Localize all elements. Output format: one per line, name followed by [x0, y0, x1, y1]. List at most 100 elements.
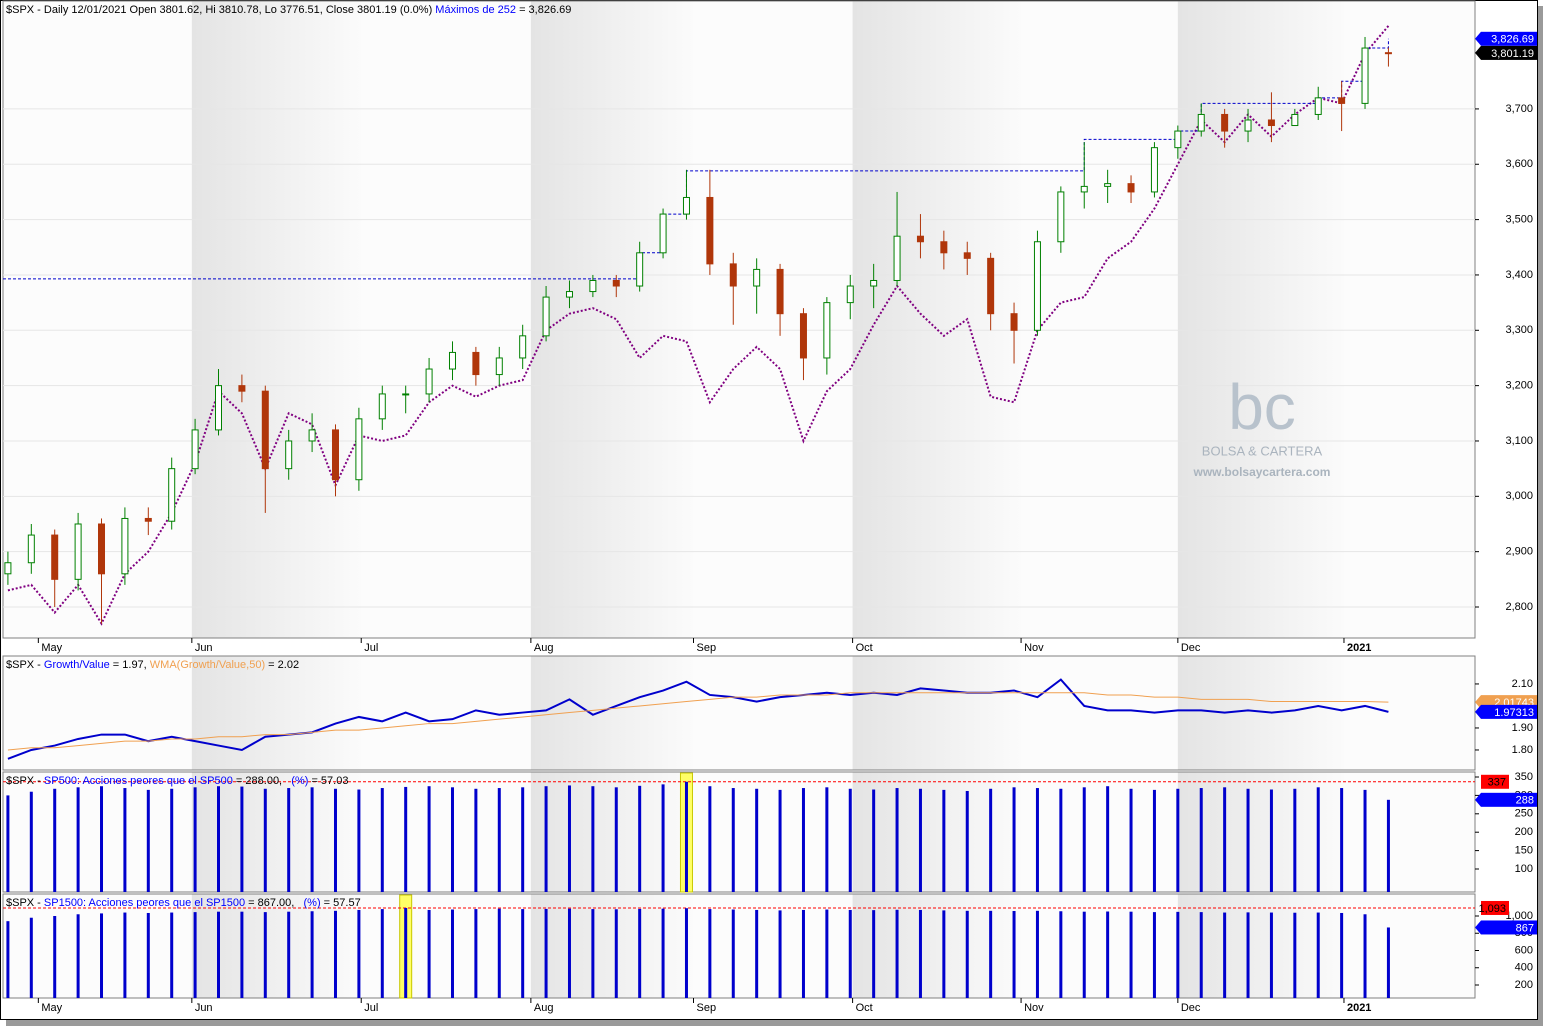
- bar: [1199, 912, 1203, 998]
- month-band: [191, 894, 362, 998]
- candle-body: [682, 196, 690, 215]
- bar: [1199, 788, 1203, 892]
- bar: [29, 917, 33, 998]
- candle-body: [729, 263, 737, 287]
- bar: [170, 788, 174, 892]
- bar: [918, 788, 922, 892]
- header-part: SP500: Acciones peores que el SP500: [44, 775, 233, 787]
- bar: [263, 912, 267, 998]
- bar: [684, 908, 688, 998]
- y-tick-label: 3,000: [1505, 490, 1533, 502]
- candle-body: [1384, 52, 1392, 55]
- bar: [895, 788, 899, 892]
- candle-body: [565, 291, 573, 298]
- bar: [567, 908, 571, 998]
- bar: [1082, 911, 1086, 998]
- bar: [1059, 911, 1063, 998]
- candle-body: [1244, 119, 1252, 132]
- bar: [100, 786, 104, 892]
- price-label-box: [1481, 792, 1537, 807]
- bar: [1246, 912, 1250, 998]
- bar: [801, 909, 805, 998]
- bar: [76, 914, 80, 998]
- y-tick-label: 200: [1515, 826, 1533, 838]
- x-tick-label: Dec: [1181, 1002, 1201, 1014]
- bar: [357, 789, 361, 892]
- bar: [380, 909, 384, 998]
- bar: [708, 909, 712, 998]
- watermark-url: www.bolsaycartera.com: [1193, 465, 1331, 479]
- header-part: (%): [304, 897, 321, 909]
- bar: [193, 787, 197, 892]
- panel-header: $SPX - SP500: Acciones peores que el SP5…: [6, 775, 348, 787]
- bar: [287, 911, 291, 998]
- y-tick-label: 2.10: [1512, 678, 1533, 690]
- bar: [614, 909, 618, 998]
- bar: [53, 915, 57, 998]
- panel-header: $SPX - Growth/Value = 1.97, WMA(Growth/V…: [6, 659, 299, 671]
- bar: [638, 908, 642, 998]
- y-tick-label: 3,100: [1505, 435, 1533, 447]
- bar: [263, 788, 267, 892]
- candle-body: [1291, 113, 1299, 127]
- bar: [965, 910, 969, 998]
- y-tick-label: 1.80: [1512, 744, 1533, 756]
- candle-body: [472, 351, 480, 376]
- candle-body: [612, 279, 620, 287]
- header-part: $SPX -: [6, 897, 44, 909]
- bar: [193, 912, 197, 998]
- bar: [1152, 789, 1156, 892]
- month-band: [530, 894, 694, 998]
- candle-body: [51, 534, 59, 580]
- month-band: [852, 1, 1022, 638]
- price-label-arrow: [1475, 920, 1481, 935]
- bar: [1246, 788, 1250, 892]
- price-label: 3,826.69: [1491, 34, 1534, 46]
- bar: [521, 909, 525, 998]
- candle-body: [191, 429, 199, 470]
- x-tick-label: Oct: [856, 642, 873, 654]
- bar: [848, 909, 852, 998]
- bar: [1363, 914, 1367, 998]
- bar: [6, 795, 10, 892]
- candle-body: [308, 429, 316, 442]
- candle-body: [1174, 130, 1182, 149]
- bar: [731, 909, 735, 998]
- y-tick-label: 350: [1515, 771, 1533, 783]
- candle-body: [238, 385, 246, 392]
- bar: [872, 789, 876, 892]
- candle-body: [144, 517, 152, 522]
- bar: [76, 787, 80, 892]
- candle-body: [1197, 113, 1205, 132]
- bar: [731, 788, 735, 892]
- header-part: SP1500: Acciones peores que el SP1500: [44, 897, 245, 909]
- candle-body: [776, 268, 784, 315]
- bar: [872, 910, 876, 998]
- bar: [450, 909, 454, 998]
- y-tick-label: 600: [1515, 944, 1533, 956]
- month-band: [1177, 1, 1344, 638]
- candle-body: [402, 393, 410, 396]
- x-tick-label: Oct: [856, 1002, 873, 1014]
- bar: [357, 909, 361, 998]
- price-label-arrow: [1475, 792, 1481, 807]
- bar: [591, 909, 595, 998]
- bar: [240, 911, 244, 998]
- x-tick-label: Jul: [364, 1002, 378, 1014]
- candle-body: [1010, 313, 1018, 331]
- bar: [755, 788, 759, 892]
- header-part: (%): [291, 775, 308, 787]
- bar: [310, 911, 314, 998]
- x-tick-label: Sep: [696, 642, 716, 654]
- price-label-arrow: [1475, 45, 1481, 60]
- candle-body: [799, 313, 807, 359]
- y-tick-label: 100: [1515, 863, 1533, 875]
- candle-body: [987, 257, 995, 315]
- month-band: [530, 656, 694, 770]
- bar: [1129, 911, 1133, 998]
- ref-label: 1,093: [1478, 903, 1506, 915]
- candle-body: [27, 534, 35, 564]
- bar: [942, 910, 946, 998]
- x-tick-label: Nov: [1024, 642, 1044, 654]
